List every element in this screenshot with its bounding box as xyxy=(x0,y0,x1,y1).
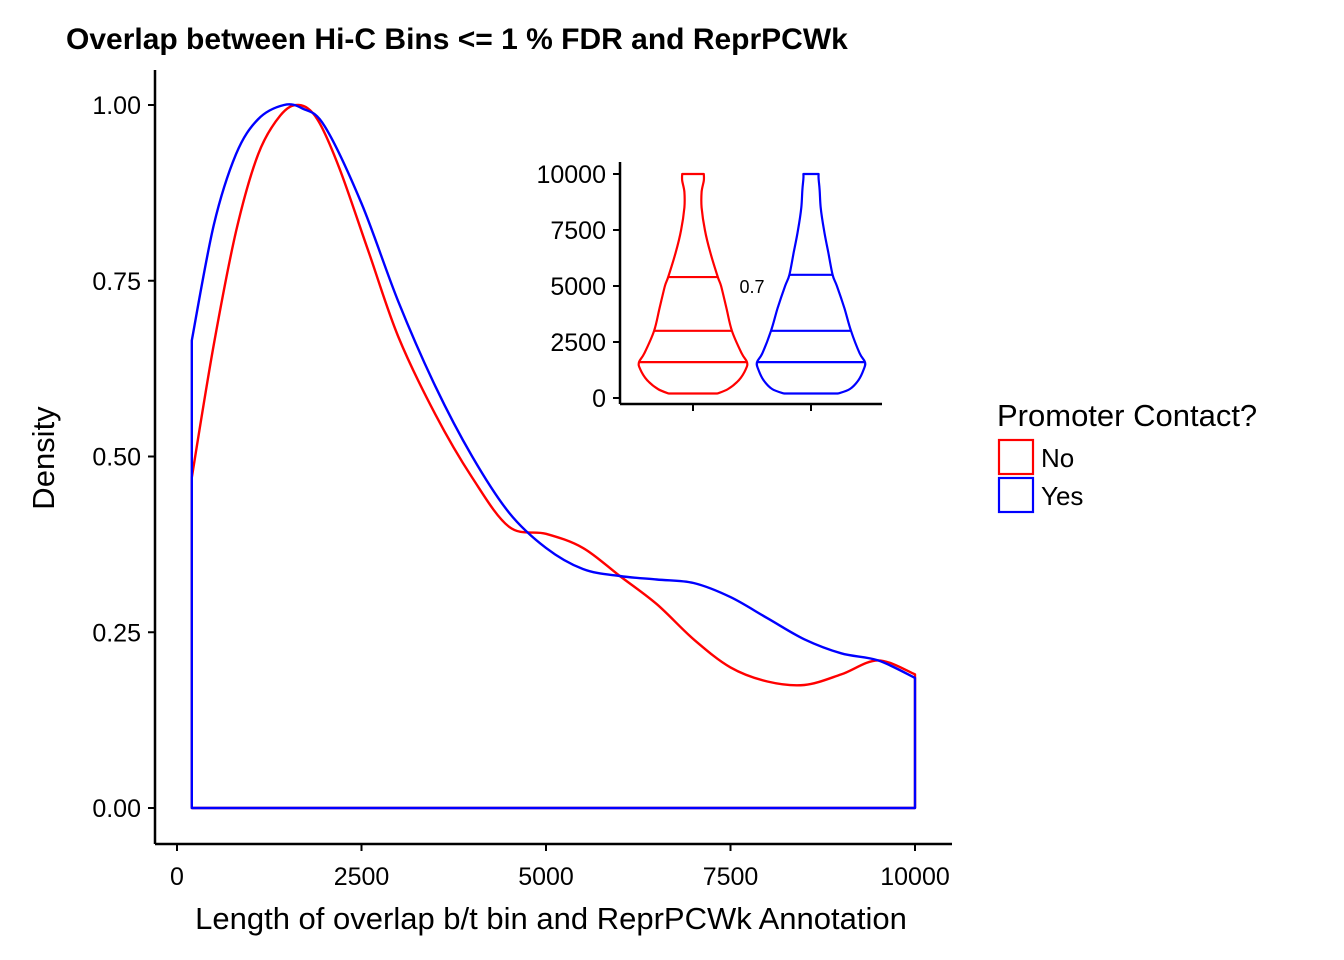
x-tick-label: 5000 xyxy=(518,863,574,891)
inset-y-tick-label: 7500 xyxy=(550,217,606,245)
inset-y-tick-label: 0 xyxy=(592,385,606,413)
x-tick-label: 7500 xyxy=(703,863,759,891)
y-axis-label: Density xyxy=(26,406,61,510)
x-tick-label: 0 xyxy=(170,863,184,891)
density-line-no xyxy=(190,103,917,810)
legend-label-no: No xyxy=(1041,443,1074,473)
density-line-yes xyxy=(190,103,917,810)
inset-violin-plot: 0 2500 5000 7500 10000 0.7 xyxy=(536,161,882,413)
inset-y-tick-label: 10000 xyxy=(536,161,606,189)
violin-yes xyxy=(755,172,867,395)
legend-title: Promoter Contact? xyxy=(997,398,1257,433)
density-series xyxy=(190,103,917,810)
y-tick-label: 1.00 xyxy=(92,92,141,120)
legend-key-yes xyxy=(997,476,1035,514)
violin-no xyxy=(637,172,749,395)
inset-y-tick-label: 5000 xyxy=(550,273,606,301)
legend-label-yes: Yes xyxy=(1041,481,1083,511)
x-axis-label: Length of overlap b/t bin and ReprPCWk A… xyxy=(195,901,907,936)
legend: Promoter Contact? No Yes xyxy=(997,398,1257,514)
x-axis-ticks: 0 2500 5000 7500 10000 xyxy=(170,844,950,891)
legend-key-no xyxy=(997,438,1035,476)
inset-p-value: 0.7 xyxy=(739,277,764,297)
y-tick-label: 0.25 xyxy=(92,619,141,647)
main-plot-area: 0.00 0.25 0.50 0.75 1.00 0 2500 5000 7500 10000 xyxy=(92,70,952,891)
inset-violins xyxy=(637,172,867,395)
y-tick-label: 0.75 xyxy=(92,268,141,296)
y-axis-ticks: 0.00 0.25 0.50 0.75 1.00 xyxy=(92,92,155,823)
x-tick-label: 10000 xyxy=(880,863,950,891)
inset-y-axis-ticks: 0 2500 5000 7500 10000 xyxy=(536,161,620,413)
chart-title: Overlap between Hi-C Bins <= 1 % FDR and… xyxy=(66,23,848,56)
x-tick-label: 2500 xyxy=(334,863,390,891)
inset-x-axis-ticks xyxy=(692,404,812,411)
y-tick-label: 0.50 xyxy=(92,444,141,472)
inset-y-tick-label: 2500 xyxy=(550,329,606,357)
y-tick-label: 0.00 xyxy=(92,795,141,823)
